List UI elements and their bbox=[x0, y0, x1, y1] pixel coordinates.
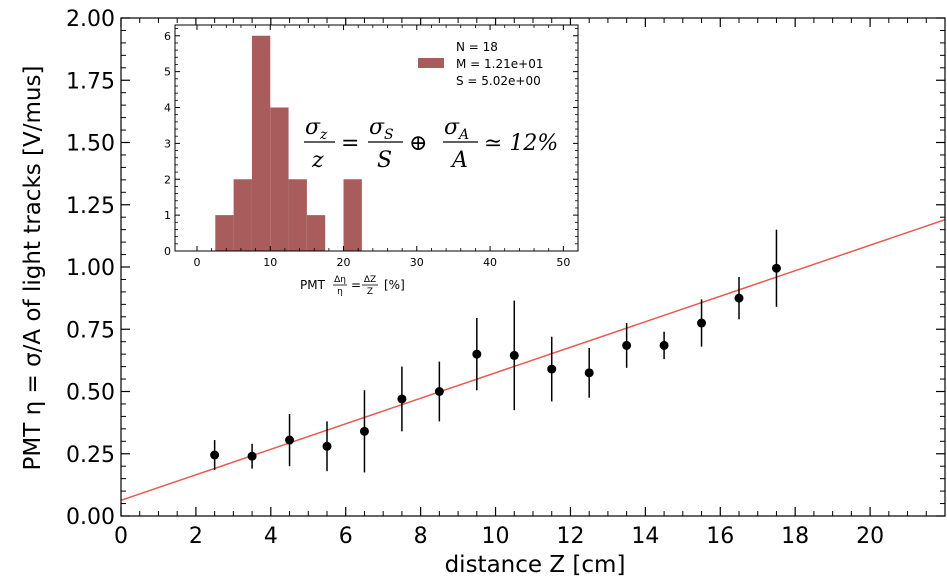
main-data-points bbox=[210, 229, 781, 473]
svg-text:Z: Z bbox=[367, 287, 373, 297]
x-tick-label: 10 bbox=[482, 524, 510, 549]
x-tick-label: 6 bbox=[339, 524, 353, 549]
y-tick-label: 2.00 bbox=[66, 7, 115, 32]
inset-y-tick-label: 3 bbox=[164, 137, 171, 150]
data-point bbox=[322, 441, 332, 451]
x-tick-label: 8 bbox=[414, 524, 428, 549]
main-axes: 0.00 0.25 0.50 0.75 1.00 1.25 1.50 1.75 2.00 0 2 4 6… bbox=[66, 7, 946, 549]
fit-line bbox=[120, 218, 946, 502]
data-point bbox=[247, 451, 257, 461]
x-tick-label: 4 bbox=[264, 524, 278, 549]
inset-x-tick-label: 40 bbox=[483, 256, 497, 269]
x-tick-label: 2 bbox=[189, 524, 203, 549]
inset-x-tick-label: 30 bbox=[410, 256, 424, 269]
x-tick-label: 20 bbox=[856, 524, 884, 549]
data-point bbox=[547, 364, 557, 374]
x-tick-label: 0 bbox=[114, 524, 128, 549]
y-tick-label: 0.50 bbox=[66, 381, 115, 406]
histogram-bar bbox=[288, 179, 307, 251]
svg-text:S: S bbox=[377, 148, 392, 173]
inset-y-tick-label: 1 bbox=[164, 209, 171, 222]
x-tick-label: 16 bbox=[706, 524, 734, 549]
data-point bbox=[771, 263, 781, 273]
data-point bbox=[434, 387, 444, 396]
inset-y-tick-label: 0 bbox=[164, 245, 171, 258]
svg-text:z: z bbox=[311, 148, 324, 173]
histogram-bar bbox=[233, 179, 252, 251]
inset-x-tick-label: 20 bbox=[337, 256, 351, 269]
svg-text:Δη: Δη bbox=[334, 275, 346, 285]
y-tick-label: 1.25 bbox=[66, 194, 115, 219]
data-point bbox=[584, 368, 594, 378]
data-point bbox=[285, 435, 295, 445]
svg-text:⊕: ⊕ bbox=[409, 131, 427, 156]
y-tick-label: 1.00 bbox=[66, 256, 115, 281]
svg-text:A: A bbox=[450, 148, 468, 173]
histogram-bar bbox=[215, 215, 234, 251]
x-tick-label: 12 bbox=[556, 524, 584, 549]
data-point bbox=[622, 340, 632, 350]
y-tick-label: 0.75 bbox=[66, 318, 115, 343]
svg-text:[%]: [%] bbox=[384, 278, 405, 292]
data-point bbox=[659, 340, 669, 350]
svg-text:ΔZ: ΔZ bbox=[364, 275, 376, 285]
y-tick-label: 0.25 bbox=[66, 443, 115, 468]
inset-histogram: 0 1 2 3 4 5 6 0 10 20 30 40 50 N = 18 M = 1.21e+01 S… bbox=[164, 24, 579, 269]
inset-x-tick-label: 50 bbox=[556, 256, 570, 269]
inset-frame bbox=[174, 24, 579, 252]
histogram-bar bbox=[306, 215, 326, 251]
x-tick-label: 14 bbox=[631, 524, 659, 549]
histogram-bar bbox=[251, 35, 271, 252]
x-tick-label: 18 bbox=[781, 524, 809, 549]
svg-text:≃ 12%: ≃ 12% bbox=[484, 131, 558, 156]
histogram-bar bbox=[343, 179, 362, 251]
data-point bbox=[472, 349, 482, 359]
inset-legend-n: N = 18 bbox=[456, 40, 498, 54]
inset-bars bbox=[215, 35, 362, 252]
inset-x-tick-label: 0 bbox=[193, 256, 200, 269]
inset-y-tick-label: 4 bbox=[164, 102, 171, 115]
svg-text:PMT: PMT bbox=[300, 278, 326, 292]
histogram-bar bbox=[270, 107, 289, 251]
data-point bbox=[359, 426, 369, 436]
svg-text:=: = bbox=[341, 131, 359, 156]
x-axis-title: distance Z [cm] bbox=[445, 552, 626, 578]
y-tick-label: 0.00 bbox=[66, 505, 115, 530]
inset-axes: 0 1 2 3 4 5 6 0 10 20 30 40 50 bbox=[164, 24, 579, 269]
data-point bbox=[509, 350, 519, 360]
inset-legend-swatch bbox=[418, 58, 444, 68]
inset-legend-m: M = 1.21e+01 bbox=[456, 57, 543, 71]
svg-text:η: η bbox=[337, 287, 343, 297]
inset-y-tick-label: 2 bbox=[164, 173, 171, 186]
data-point bbox=[734, 293, 744, 303]
data-point bbox=[210, 450, 220, 460]
y-axis-title: PMT η = σ/A of light tracks [V/mus] bbox=[20, 66, 46, 471]
data-point bbox=[697, 318, 707, 328]
svg-text:=: = bbox=[351, 278, 361, 292]
data-point bbox=[397, 394, 407, 404]
main-fit-layer bbox=[120, 218, 946, 502]
y-tick-label: 1.75 bbox=[66, 69, 115, 94]
inset-y-tick-label: 6 bbox=[164, 30, 171, 43]
inset-x-tick-label: 10 bbox=[263, 256, 277, 269]
inset-y-tick-label: 5 bbox=[164, 66, 171, 79]
y-tick-label: 1.50 bbox=[66, 132, 115, 157]
inset-legend-s: S = 5.02e+00 bbox=[456, 74, 541, 88]
inset-x-axis-title: PMT Δη η = ΔZ Z [%] bbox=[300, 275, 405, 297]
